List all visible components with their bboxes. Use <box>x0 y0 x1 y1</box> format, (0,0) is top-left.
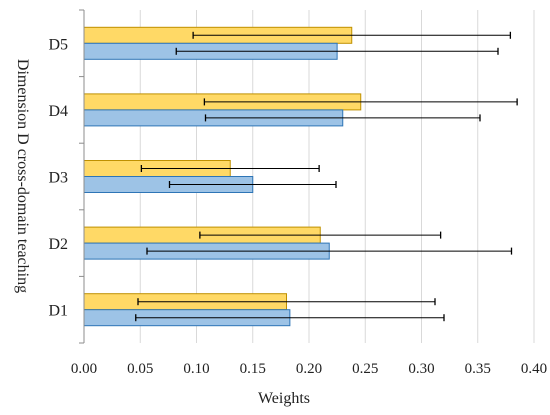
x-tick-label: 0.10 <box>183 361 209 377</box>
x-tick-label: 0.35 <box>465 361 491 377</box>
y-tick-label: D1 <box>48 303 68 320</box>
bars <box>83 26 362 327</box>
x-axis-title: Weights <box>258 390 310 407</box>
y-tick-label: D3 <box>48 170 68 187</box>
x-tick-label: 0.00 <box>71 361 97 377</box>
x-tick-label: 0.40 <box>521 361 547 377</box>
y-tick-label: D4 <box>48 103 68 120</box>
y-tick-label: D5 <box>48 36 68 53</box>
x-tick-label: 0.20 <box>296 361 322 377</box>
x-tick-label: 0.30 <box>408 361 434 377</box>
y-axis-title: Dimension D cross-domain teaching <box>14 59 31 293</box>
x-tick-label: 0.15 <box>240 361 266 377</box>
x-tick-label: 0.25 <box>352 361 378 377</box>
y-tick-label: D2 <box>48 236 68 253</box>
x-tick-label: 0.05 <box>127 361 153 377</box>
error-bars <box>135 31 518 322</box>
tick-labels: 0.00 0.05 0.10 0.15 0.20 0.25 0.30 0.35 0.40 D1 D2… <box>48 9 547 377</box>
